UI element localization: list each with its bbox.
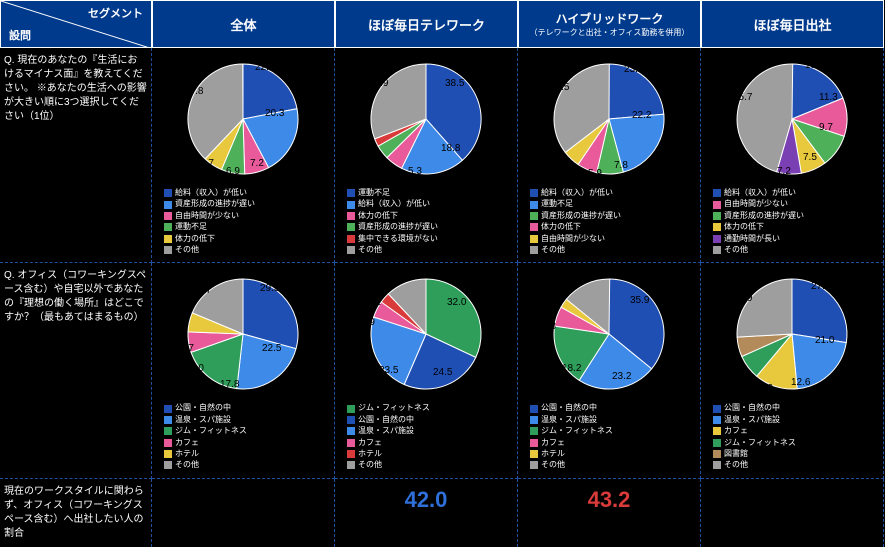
legend-item: 体力の低下	[530, 222, 696, 232]
legend-item: ホテル	[347, 449, 513, 459]
legend-item: 集中できる環境がない	[347, 234, 513, 244]
legend-item: 温泉・スパ施設	[530, 415, 696, 425]
pie-cell-1-1: 32.024.523.54.93.112.0ジム・フィットネス公園・自然の中温泉…	[335, 263, 518, 478]
pie-cell-0-3: 18.811.39.77.57.245.7給料（収入）が低い自由時間が少ない資産…	[701, 48, 884, 263]
legend-item: 通勤時間が長い	[713, 234, 879, 244]
legend-item: 図書館	[713, 449, 879, 459]
col-header-1: ほぼ毎日テレワーク	[335, 0, 518, 48]
summary-cell-1: 42.0	[335, 479, 518, 547]
legend-item: ジム・フィットネス	[713, 438, 879, 448]
legend-item: 給料（収入）が低い	[164, 188, 330, 198]
legend-item: カフェ	[530, 438, 696, 448]
legend-item: 温泉・スパ施設	[347, 426, 513, 436]
row-label-1: Q. オフィス（コワーキングスペース含む）や自宅以外であなたの『理想の働く場所』…	[0, 263, 152, 478]
pie-cell-0-0: 22.020.37.26.95.737.8給料（収入）が低い資産形成の進捗が遅い…	[152, 48, 335, 263]
legend-item: その他	[164, 460, 330, 470]
legend-item: 温泉・スパ施設	[164, 415, 330, 425]
legend-item: ジム・フィットネス	[530, 426, 696, 436]
legend-item: 給料（収入）が低い	[530, 188, 696, 198]
pie-cell-1-3: 27.521.012.67.25.825.9公園・自然の中温泉・スパ施設カフェジ…	[701, 263, 884, 478]
legend-item: その他	[530, 245, 696, 255]
legend-item: 運動不足	[347, 188, 513, 198]
legend-item: その他	[713, 245, 879, 255]
legend-item: ホテル	[164, 449, 330, 459]
summary-cell-0	[152, 479, 335, 547]
legend-item: 公園・自然の中	[347, 415, 513, 425]
legend-item: ジム・フィットネス	[347, 403, 513, 413]
legend-item: ホテル	[530, 449, 696, 459]
summary-cell-3	[701, 479, 884, 547]
legend-item: カフェ	[713, 426, 879, 436]
legend-item: 資産形成の進捗が遅い	[713, 211, 879, 221]
legend-item: その他	[347, 245, 513, 255]
legend-item: カフェ	[164, 438, 330, 448]
legend-item: 資産形成の進捗が遅い	[164, 199, 330, 209]
legend-item: 給料（収入）が低い	[713, 188, 879, 198]
legend-item: 運動不足	[164, 222, 330, 232]
legend-item: 体力の低下	[164, 234, 330, 244]
legend-item: 体力の低下	[347, 211, 513, 221]
legend-item: その他	[347, 460, 513, 470]
legend-item: 公園・自然の中	[164, 403, 330, 413]
legend-item: 公園・自然の中	[713, 403, 879, 413]
legend-item: 自由時間が少ない	[713, 199, 879, 209]
legend-item: ジム・フィットネス	[164, 426, 330, 436]
col-header-0: 全体	[152, 0, 335, 48]
col-header-2: ハイブリッドワーク（テレワークと出社・オフィス勤務を併用）	[518, 0, 701, 48]
legend-item: カフェ	[347, 438, 513, 448]
summary-cell-2: 43.2	[518, 479, 701, 547]
pie-cell-1-2: 35.923.218.25.82.814.3公園・自然の中温泉・スパ施設ジム・フ…	[518, 263, 701, 478]
legend-item: その他	[164, 245, 330, 255]
legend-item: その他	[713, 460, 879, 470]
legend-item: 公園・自然の中	[530, 403, 696, 413]
legend-item: 体力の低下	[713, 222, 879, 232]
legend-item: 資産形成の進捗が遅い	[530, 211, 696, 221]
header-segment: セグメント	[88, 5, 143, 21]
legend-item: 資産形成の進捗が遅い	[347, 222, 513, 232]
legend-item: 給料（収入）が低い	[347, 199, 513, 209]
legend-item: その他	[530, 460, 696, 470]
legend-item: 自由時間が少ない	[164, 211, 330, 221]
pie-cell-0-1: 38.518.85.34.22.330.9運動不足給料（収入）が低い体力の低下資…	[335, 48, 518, 263]
legend-item: 自由時間が少ない	[530, 234, 696, 244]
row-label-0: Q. 現在のあなたの『生活におけるマイナス面』を教えてください。 ※あなたの生活…	[0, 48, 152, 263]
pie-cell-1-0: 29.322.517.86.05.718.7公園・自然の中温泉・スパ施設ジム・フ…	[152, 263, 335, 478]
legend-item: 温泉・スパ施設	[713, 415, 879, 425]
legend-item: 運動不足	[530, 199, 696, 209]
row-label-2: 現在のワークスタイルに関わらず、オフィス（コワーキングスペース含む）へ出社したい…	[0, 479, 152, 547]
pie-cell-0-2: 23.622.27.85.95.135.5給料（収入）が低い運動不足資産形成の進…	[518, 48, 701, 263]
header-question: 設問	[9, 27, 31, 43]
col-header-3: ほぼ毎日出社	[701, 0, 884, 48]
